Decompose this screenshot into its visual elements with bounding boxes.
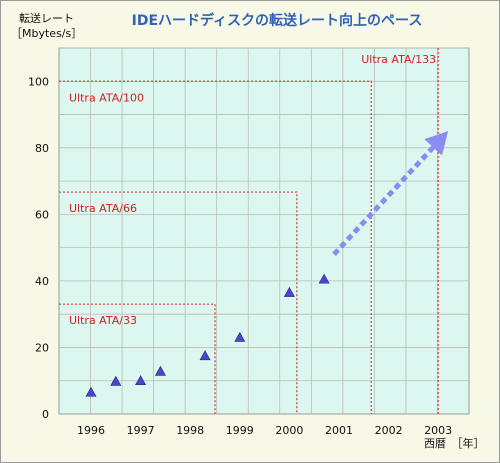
trend-arrow-shaft	[332, 145, 436, 256]
standard-line-0	[59, 303, 216, 414]
x-tick-label: 2002	[375, 424, 403, 437]
plot-background	[58, 47, 470, 415]
y-tick-labels: 0 20 40 60 80 100	[28, 75, 49, 421]
y-tick-label: 20	[35, 341, 49, 354]
x-tick-label: 1997	[127, 424, 155, 437]
x-tick-label: 2000	[275, 424, 303, 437]
y-tick-label: 0	[42, 408, 49, 421]
standard-label-0: Ultra ATA/33	[69, 314, 137, 327]
x-tick-label: 2003	[424, 424, 452, 437]
data-point-6	[283, 286, 295, 297]
y-axis-unit: ［Mbytes/s］	[11, 27, 82, 40]
data-point-0	[85, 386, 97, 397]
x-axis-label: 西暦 ［年］	[424, 436, 485, 450]
y-tick-label: 60	[35, 208, 49, 221]
data-point-7	[318, 273, 330, 284]
data-point-3	[154, 365, 166, 376]
plot-area	[58, 47, 470, 415]
x-tick-labels: 1996 1997 1998 1999 2000 2001 2002 2003	[77, 424, 452, 437]
data-point-5	[234, 331, 246, 342]
y-tick-label: 80	[35, 142, 49, 155]
y-tick-label: 100	[28, 75, 49, 88]
x-tick-label: 2001	[325, 424, 353, 437]
x-tick-label: 1996	[77, 424, 105, 437]
y-axis-label: 転送レート	[19, 11, 74, 25]
standard-label-3: Ultra ATA/133	[361, 53, 436, 66]
chart-title: IDEハードディスクの転送レート向上のペース	[132, 12, 423, 29]
standard-label-1: Ultra ATA/66	[69, 202, 137, 215]
data-points	[85, 273, 330, 397]
x-tick-label: 1998	[176, 424, 204, 437]
standard-label-2: Ultra ATA/100	[69, 91, 144, 104]
standard-limit-lines: Ultra ATA/33 Ultra ATA/66 Ultra ATA/100 Ult…	[59, 48, 439, 414]
data-point-1	[110, 375, 122, 386]
trend-arrow-head	[424, 131, 449, 156]
x-tick-label: 1999	[226, 424, 254, 437]
y-tick-label: 40	[35, 275, 49, 288]
trend-arrow	[332, 131, 449, 256]
data-point-4	[199, 350, 211, 361]
standard-line-2	[59, 80, 372, 414]
data-point-2	[135, 375, 147, 386]
standard-line-1	[59, 191, 298, 414]
